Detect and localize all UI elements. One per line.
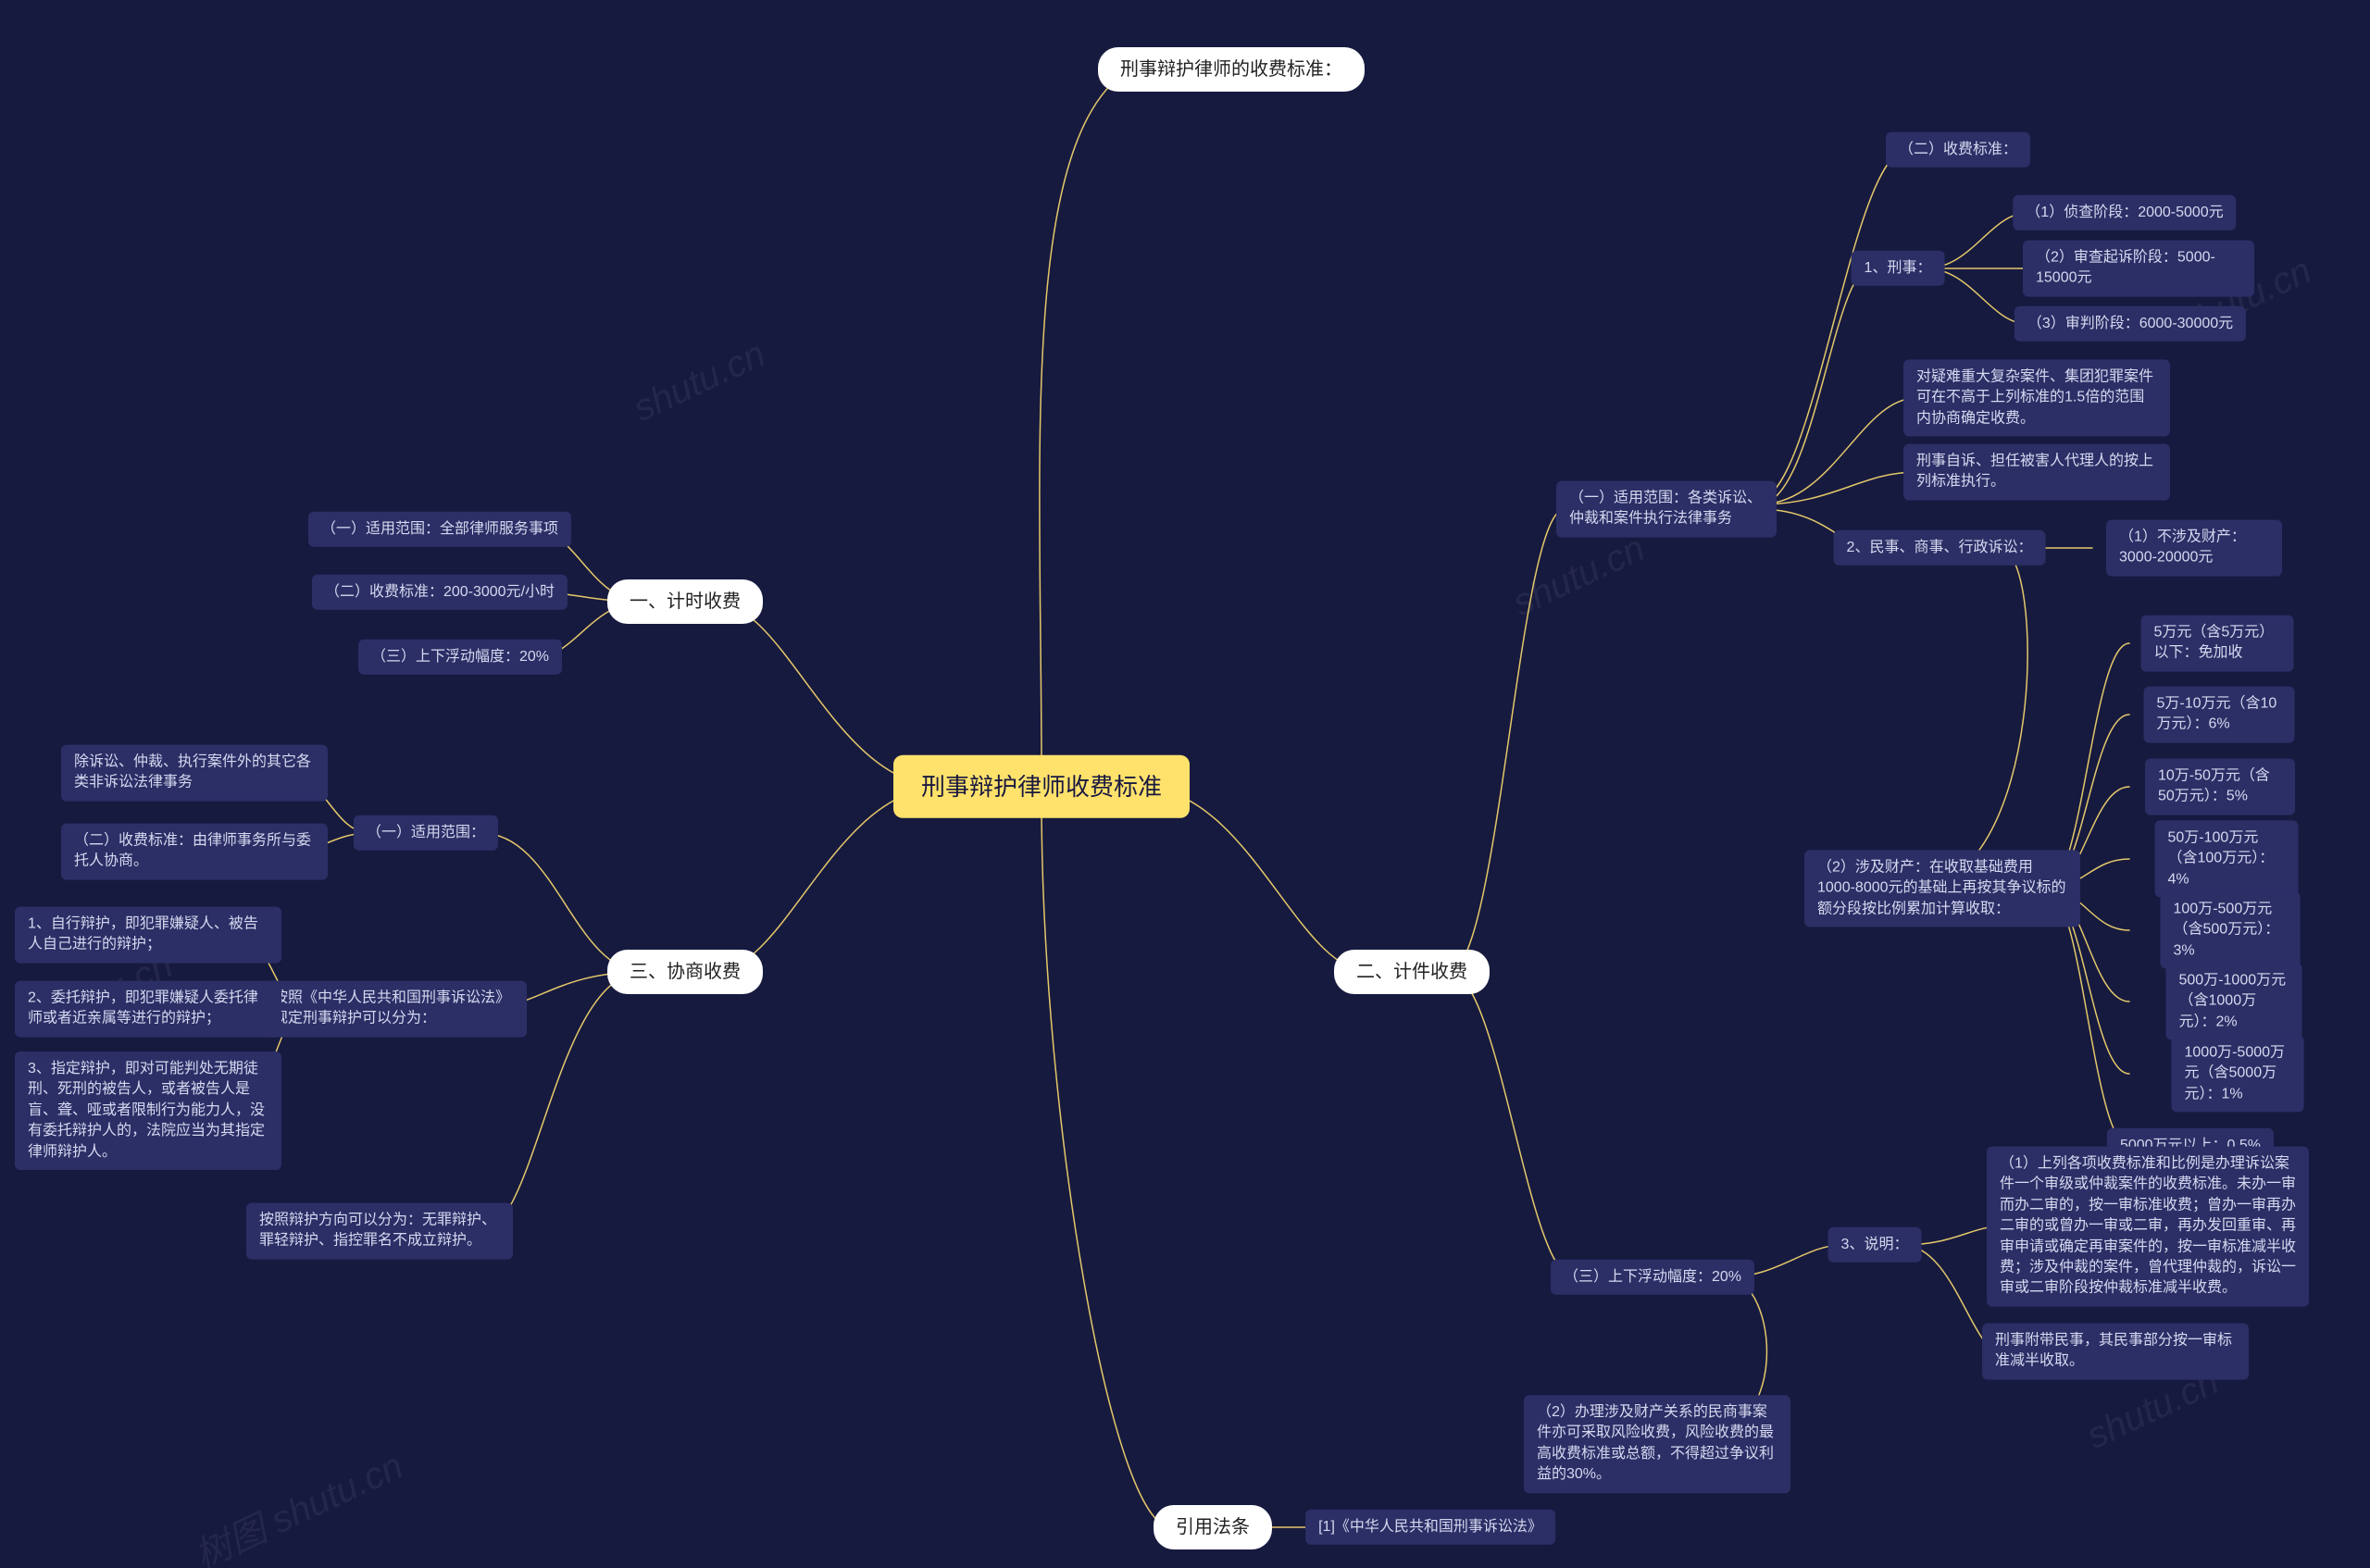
section2-civil-noproperty: （1）不涉及财产：3000-20000元 [2106, 520, 2282, 577]
watermark: shutu.cn [1507, 528, 1652, 625]
section1-item: （二）收费标准：200-3000元/小时 [312, 575, 568, 610]
section3-scope-item: 除诉讼、仲裁、执行案件外的其它各类非诉讼法律事务 [61, 745, 328, 802]
section2-note-label: 3、说明： [1828, 1227, 1922, 1263]
section2-bracket: 500万-1000万元（含1000万元）：2% [2166, 963, 2302, 1039]
section2-civil: 2、民事、商事、行政诉讼： [1834, 530, 2046, 566]
section2-fee-std: （二）收费标准： [1886, 132, 2030, 168]
top-title: 刑事辩护律师的收费标准： [1098, 47, 1365, 92]
section2-bracket: 100万-500万元（含500万元）：3% [2161, 891, 2301, 968]
section1-title: 一、计时收费 [607, 579, 763, 624]
section2-criminal-stage: （1）侦查阶段：2000-5000元 [2013, 195, 2236, 230]
section2-scope: （一）适用范围：各类诉讼、仲裁和案件执行法律事务 [1556, 481, 1777, 538]
citation-ref: [1]《中华人民共和国刑事诉讼法》 [1305, 1510, 1555, 1545]
section2-risk-note: （2）办理涉及财产关系的民商事案件亦可采取风险收费，风险收费的最高收费标准或总额… [1524, 1395, 1790, 1493]
section3-scope-label: （一）适用范围： [354, 815, 498, 851]
section2-criminal-stage: （2）审查起诉阶段：5000-15000元 [2023, 241, 2254, 297]
section2-criminal-note: 对疑难重大复杂案件、集团犯罪案件可在不高于上列标准的1.5倍的范围内协商确定收费… [1903, 359, 2170, 436]
section3-def-item: 2、委托辩护，即犯罪嫌疑人委托律师或者近亲属等进行的辩护； [15, 981, 281, 1038]
section2-title: 二、计件收费 [1334, 950, 1490, 994]
section3-title: 三、协商收费 [607, 950, 763, 994]
section1-item: （三）上下浮动幅度：20% [358, 640, 562, 675]
center-topic: 刑事辩护律师收费标准 [893, 755, 1190, 818]
section3-def-item: 1、自行辩护，即犯罪嫌疑人、被告人自己进行的辩护； [15, 907, 281, 964]
section3-defs-label: 按照《中华人民共和国刑事诉讼法》规定刑事辩护可以分为： [260, 981, 527, 1038]
section2-bracket: 50万-100万元（含100万元）：4% [2155, 820, 2299, 897]
citation-title: 引用法条 [1154, 1505, 1272, 1549]
section2-bracket: 5万-10万元（含10万元）：6% [2144, 687, 2295, 743]
section2-bracket: 10万-50万元（含50万元）：5% [2145, 759, 2295, 815]
section2-criminal-note: 刑事自诉、担任被害人代理人的按上列标准执行。 [1903, 444, 2170, 501]
section2-bracket: 1000万-5000万元（含5000万元）：1% [2172, 1035, 2304, 1112]
section1-item: （一）适用范围：全部律师服务事项 [308, 512, 571, 547]
watermark: shutu.cn [628, 333, 772, 430]
section3-def-item: 3、指定辩护，即对可能判处无期徒刑、死刑的被告人，或者被告人是盲、聋、哑或者限制… [15, 1052, 281, 1170]
section3-scope-item: （二）收费标准：由律师事务所与委托人协商。 [61, 824, 328, 880]
watermark: 树图 shutu.cn [184, 1437, 410, 1568]
section2-criminal-stage: （3）审判阶段：6000-30000元 [2014, 306, 2246, 342]
section3-direction: 按照辩护方向可以分为：无罪辩护、罪轻辩护、指控罪名不成立辩护。 [246, 1203, 513, 1260]
section2-note: （1）上列各项收费标准和比例是办理诉讼案件一个审级或仲裁案件的收费标准。未办一审… [1987, 1147, 2309, 1307]
section2-civil-property-label: （2）涉及财产：在收取基础费用1000-8000元的基础上再按其争议标的额分段按… [1804, 850, 2080, 927]
section2-float: （三）上下浮动幅度：20% [1551, 1260, 1754, 1295]
section2-criminal: 1、刑事： [1852, 251, 1945, 286]
section2-bracket: 5万元（含5万元）以下：免加收 [2141, 616, 2294, 672]
section2-note: 刑事附带民事，其民事部分按一审标准减半收取。 [1982, 1324, 2249, 1380]
